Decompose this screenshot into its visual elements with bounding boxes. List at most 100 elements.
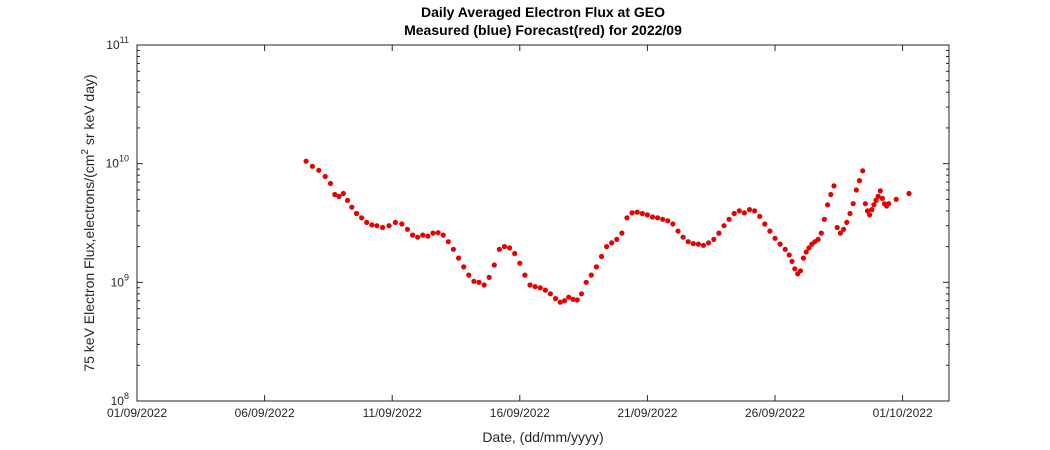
forecast-point bbox=[578, 291, 585, 297]
forecast-point bbox=[481, 282, 487, 288]
forecast-point bbox=[850, 201, 856, 207]
forecast-point bbox=[803, 249, 809, 255]
forecast-point bbox=[435, 230, 441, 236]
forecast-point bbox=[762, 221, 768, 227]
forecast-point bbox=[821, 216, 828, 222]
forecast-point bbox=[828, 191, 834, 198]
forecast-point bbox=[873, 197, 879, 203]
x-tick-label: 21/09/2022 bbox=[617, 406, 677, 420]
forecast-point bbox=[711, 236, 717, 242]
x-tick-label: 26/09/2022 bbox=[745, 406, 805, 420]
forecast-point bbox=[380, 224, 386, 231]
forecast-point bbox=[675, 228, 681, 234]
forecast-point bbox=[695, 241, 702, 247]
chart-title-block: Daily Averaged Electron Flux at GEO Meas… bbox=[137, 3, 949, 39]
x-tick-label: 11/09/2022 bbox=[363, 406, 422, 420]
forecast-point bbox=[476, 279, 482, 285]
forecast-point bbox=[797, 268, 804, 274]
forecast-point bbox=[660, 216, 666, 222]
forecast-point bbox=[309, 163, 315, 169]
y-axis-label-main: 75 keV Electron Flux,electrons/(cm bbox=[81, 155, 97, 372]
forecast-point bbox=[847, 210, 853, 217]
forecast-point bbox=[655, 215, 661, 221]
forecast-point bbox=[700, 242, 707, 248]
forecast-point bbox=[386, 223, 392, 229]
forecast-point bbox=[815, 236, 821, 242]
forecast-point bbox=[721, 223, 727, 229]
forecast-point bbox=[690, 241, 696, 247]
forecast-series bbox=[303, 158, 912, 305]
y-axis-label-sup: 2 bbox=[80, 149, 91, 155]
forecast-point bbox=[532, 284, 538, 290]
forecast-point bbox=[399, 221, 405, 227]
forecast-point bbox=[496, 246, 502, 252]
forecast-point bbox=[583, 279, 589, 285]
chart-title: Daily Averaged Electron Flux at GEO bbox=[420, 4, 666, 20]
forecast-point bbox=[598, 253, 605, 260]
forecast-point bbox=[392, 219, 398, 225]
forecast-point bbox=[527, 282, 533, 288]
forecast-point bbox=[471, 278, 477, 284]
forecast-point bbox=[834, 224, 840, 231]
forecast-point bbox=[856, 178, 863, 184]
forecast-point bbox=[561, 298, 568, 304]
forecast-point bbox=[547, 291, 554, 297]
forecast-point bbox=[349, 204, 355, 210]
forecast-point bbox=[566, 294, 572, 300]
forecast-point bbox=[879, 195, 886, 201]
forecast-point bbox=[767, 228, 773, 234]
forecast-point bbox=[316, 167, 322, 173]
forecast-point bbox=[461, 264, 467, 270]
forecast-point bbox=[831, 183, 837, 189]
forecast-point bbox=[557, 299, 563, 305]
forecast-point bbox=[507, 245, 513, 251]
forecast-point bbox=[404, 226, 411, 232]
forecast-point bbox=[792, 266, 798, 272]
forecast-point bbox=[777, 241, 783, 247]
y-tick-label: 1011 bbox=[106, 35, 129, 52]
forecast-point bbox=[609, 240, 615, 246]
y-axis-label-tail: sr keV day) bbox=[81, 74, 97, 149]
forecast-point bbox=[860, 168, 866, 174]
forecast-point bbox=[445, 239, 451, 245]
forecast-point bbox=[752, 208, 758, 214]
forecast-point bbox=[746, 207, 753, 213]
y-axis-label: 75 keV Electron Flux,electrons/(cm2 sr k… bbox=[80, 74, 97, 371]
x-axis-label: Date, (dd/mm/yyyy) bbox=[482, 429, 603, 445]
x-axis: 01/09/2022 06/09/2022 11/09/2022 16/09/2022… bbox=[107, 45, 933, 420]
forecast-point bbox=[736, 208, 742, 214]
forecast-point bbox=[374, 223, 380, 229]
forecast-point bbox=[517, 260, 523, 266]
forecast-point bbox=[782, 246, 788, 252]
forecast-point bbox=[327, 180, 334, 187]
forecast-point bbox=[685, 239, 691, 245]
forecast-point bbox=[619, 230, 625, 236]
y-axis: 108 109 1010 1011 bbox=[106, 35, 949, 408]
forecast-point bbox=[410, 232, 416, 238]
forecast-point bbox=[466, 272, 472, 278]
forecast-point bbox=[353, 210, 360, 217]
forecast-point bbox=[670, 221, 676, 227]
forecast-point bbox=[588, 272, 594, 278]
forecast-point bbox=[303, 158, 309, 164]
forecast-point bbox=[726, 216, 732, 222]
forecast-point bbox=[570, 296, 576, 302]
forecast-point bbox=[644, 212, 651, 218]
forecast-point bbox=[665, 218, 671, 224]
forecast-point bbox=[486, 274, 492, 280]
forecast-point bbox=[624, 215, 630, 221]
forecast-point bbox=[818, 230, 824, 236]
forecast-point bbox=[415, 234, 421, 240]
forecast-point bbox=[537, 285, 543, 291]
forecast-point bbox=[786, 252, 792, 258]
forecast-point bbox=[875, 193, 881, 199]
forecast-point bbox=[886, 201, 892, 207]
forecast-point bbox=[501, 244, 508, 250]
x-tick-label: 01/09/2022 bbox=[107, 406, 167, 420]
forecast-point bbox=[364, 219, 370, 225]
y-tick-label: 109 bbox=[111, 272, 129, 289]
x-tick-label: 16/09/2022 bbox=[490, 406, 550, 420]
forecast-point bbox=[340, 190, 346, 197]
y-tick-label: 1010 bbox=[106, 154, 129, 171]
